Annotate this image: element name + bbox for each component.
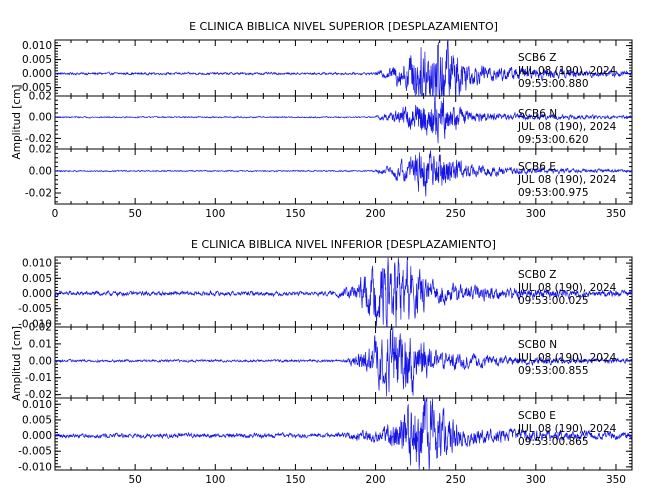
x-tick-label: 250 [446,474,466,486]
x-tick-label: 250 [446,208,466,220]
x-tick-label: 300 [526,208,546,220]
x-tick-label: 50 [128,208,141,220]
y-tick-label: 0.000 [22,68,52,80]
date-label: JUL 08 (190), 2024 [517,282,617,294]
time-label: 09:53:00.865 [518,436,589,448]
y-tick-label: 0.010 [22,258,52,270]
y-tick-label: -0.02 [25,133,52,145]
x-tick-label: 150 [285,208,305,220]
station-component-label: SCB0 N [518,339,557,351]
y-tick-label: 0.01 [29,338,52,350]
y-tick-label: 0.00 [29,166,52,178]
y-tick-label: 0.000 [22,430,52,442]
y-tick-label: -0.01 [25,372,52,384]
y-tick-label: -0.010 [18,318,52,330]
waveform-trace [54,398,633,470]
y-tick-label: 0.005 [22,414,52,426]
y-tick-label: -0.02 [25,188,52,200]
waveform-trace [54,257,633,327]
y-axis-label: Amplitud [cm] [11,85,23,160]
y-tick-label: 0.010 [22,40,52,52]
y-tick-label: 0.010 [22,399,52,411]
y-tick-label: 0.005 [22,54,52,66]
y-tick-label: 0.02 [29,322,52,334]
date-label: JUL 08 (190), 2024 [517,121,617,133]
y-tick-label: 0.00 [29,355,52,367]
x-tick-label: 100 [205,474,225,486]
panel-title: E CLINICA BIBLICA NIVEL SUPERIOR [DESPLA… [189,20,498,33]
station-component-label: SCB0 Z [518,269,556,281]
y-tick-label: -0.005 [18,82,52,94]
x-tick-label: 200 [366,208,386,220]
x-tick-label: 100 [205,208,225,220]
time-label: 09:53:00.620 [518,134,589,146]
y-tick-label: -0.005 [18,303,52,315]
date-label: JUL 08 (190), 2024 [517,352,617,364]
x-tick-label: 0 [52,208,59,220]
time-label: 09:53:00.880 [518,78,589,90]
panel-superior: E CLINICA BIBLICA NIVEL SUPERIOR [DESPLA… [11,20,633,220]
time-label: 09:53:00.855 [518,365,589,377]
waveform-trace [54,150,633,197]
station-component-label: SCB6 Z [518,52,556,64]
time-label: 09:53:00.025 [518,295,589,307]
panel-inferior: E CLINICA BIBLICA NIVEL INFERIOR [DESPLA… [11,238,633,486]
y-tick-label: -0.010 [18,461,52,473]
date-label: JUL 08 (190), 2024 [517,423,617,435]
y-tick-label: 0.000 [22,288,52,300]
date-label: JUL 08 (190), 2024 [517,65,617,77]
x-tick-label: 300 [526,474,546,486]
date-label: JUL 08 (190), 2024 [517,174,617,186]
y-tick-label: 0.02 [29,91,52,103]
panel-title: E CLINICA BIBLICA NIVEL INFERIOR [DESPLA… [191,238,496,251]
waveform-trace [54,40,633,96]
station-component-label: SCB0 E [518,410,556,422]
x-tick-label: 350 [606,208,626,220]
y-axis-label: Amplitud [cm] [11,326,23,401]
waveform-trace [54,327,633,397]
x-tick-label: 350 [606,474,626,486]
y-tick-label: 0.005 [22,273,52,285]
y-tick-label: -0.005 [18,446,52,458]
x-tick-label: 150 [285,474,305,486]
y-tick-label: -0.02 [25,389,52,401]
station-component-label: SCB6 N [518,108,557,120]
time-label: 09:53:00.975 [518,187,589,199]
x-tick-label: 50 [128,474,141,486]
y-tick-label: 0.02 [29,144,52,156]
x-tick-label: 200 [366,474,386,486]
station-component-label: SCB6 E [518,161,556,173]
y-tick-label: 0.00 [29,112,52,124]
waveform-trace [54,95,633,144]
